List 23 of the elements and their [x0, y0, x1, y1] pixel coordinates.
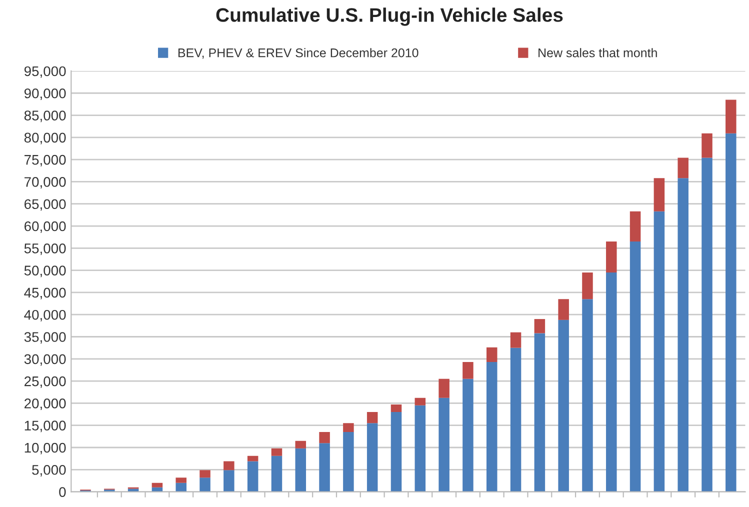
y-tick-label: 40,000 [24, 310, 66, 322]
y-tick-label: 25,000 [24, 376, 66, 388]
y-tick-label: 10,000 [24, 442, 66, 454]
y-tick-label: 5,000 [32, 464, 66, 476]
y-tick-label: 65,000 [24, 199, 66, 211]
y-tick-label: 50,000 [24, 266, 66, 278]
chart-title: Cumulative U.S. Plug-in Vehicle Sales [216, 8, 563, 26]
y-tick-label: 20,000 [24, 398, 66, 410]
y-tick-label: 45,000 [24, 288, 66, 300]
y-tick-label: 95,000 [24, 66, 66, 78]
y-tick-label: 0 [59, 487, 66, 497]
y-tick-label: 30,000 [24, 354, 66, 366]
legend-label: BEV, PHEV & EREV Since December 2010 [178, 48, 418, 59]
y-tick-label: 80,000 [24, 132, 66, 144]
y-tick-label: 70,000 [24, 177, 66, 189]
y-tick-label: 60,000 [24, 221, 66, 233]
y-tick-label: 15,000 [24, 420, 66, 432]
legend-label: New sales that month [538, 48, 657, 58]
y-tick-label: 90,000 [24, 88, 66, 100]
y-tick-label: 75,000 [24, 154, 66, 166]
y-tick-label: 55,000 [24, 243, 66, 255]
y-tick-label: 35,000 [24, 332, 66, 344]
y-tick-label: 85,000 [24, 110, 66, 122]
